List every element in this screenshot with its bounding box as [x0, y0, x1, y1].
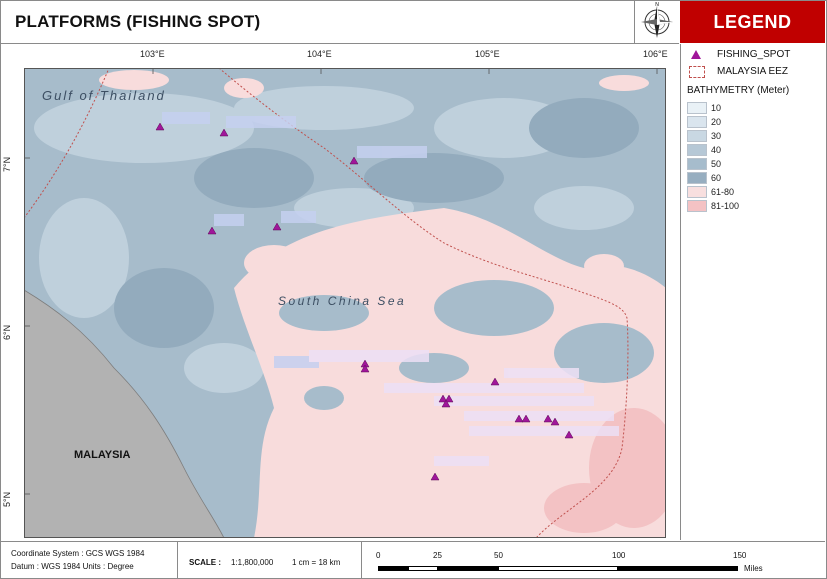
fishing-spot-marker[interactable] [543, 414, 553, 423]
bathymetry-swatch [687, 158, 707, 170]
fishing-spot-markers[interactable] [155, 122, 574, 481]
lon-label-103: 103°E [140, 49, 165, 59]
bathymetry-map[interactable] [24, 68, 666, 538]
lat-label-5: 5°N [2, 491, 12, 507]
legend-panel: FISHING_SPOT MALAYSIA EEZ BATHYMETRY (Me… [680, 44, 826, 540]
shallow-intrusions [279, 280, 654, 410]
map-border [24, 68, 666, 538]
malaysia-label: MALAYSIA [74, 449, 131, 461]
bathymetry-swatch [687, 102, 707, 114]
deepest-water [544, 408, 666, 533]
legend-fishing-spot-label: FISHING_SPOT [717, 49, 791, 60]
legend-heading: LEGEND [680, 1, 825, 43]
fishing-spot-marker[interactable] [155, 122, 165, 131]
bathymetry-class-label: 81-100 [711, 201, 740, 211]
bathymetry-swatch [687, 186, 707, 198]
scalebar-segment [408, 566, 438, 571]
scalebar-tick-0: 0 [376, 551, 381, 560]
fishing-spot-marker[interactable] [521, 414, 531, 423]
scalebar-segment [378, 566, 408, 571]
fishing-spot-marker[interactable] [444, 394, 454, 403]
bathymetry-class-label: 10 [711, 103, 722, 113]
fishing-spot-legend-icon [691, 50, 701, 59]
lon-label-104: 104°E [307, 49, 332, 59]
fishing-spot-marker[interactable] [430, 472, 440, 481]
gulf-of-thailand-label: Gulf of Thailand [42, 88, 166, 103]
scalebar-tick-150: 150 [733, 551, 747, 560]
map-title: PLATFORMS (FISHING SPOT) [15, 12, 261, 31]
fishing-spot-marker[interactable] [550, 417, 560, 426]
scalebar-segment [438, 566, 498, 571]
scalebar-tick-100: 100 [612, 551, 626, 560]
fishing-spot-marker[interactable] [207, 226, 217, 235]
footer-divider [361, 542, 362, 578]
svg-text:N: N [655, 2, 659, 8]
fishing-spot-marker[interactable] [219, 128, 229, 137]
bathymetry-class-label: 40 [711, 145, 722, 155]
north-arrow-icon: N [641, 2, 673, 38]
bathymetry-swatch [687, 116, 707, 128]
fishing-spot-marker[interactable] [514, 414, 524, 423]
legend-bathymetry-title: BATHYMETRY (Meter) [687, 85, 790, 96]
bathymetry-class-label: 60 [711, 173, 722, 183]
lon-label-105: 105°E [475, 49, 500, 59]
map-footer: Coordinate System : GCS WGS 1984 Datum :… [1, 541, 825, 578]
legend-eez-label: MALAYSIA EEZ [717, 66, 788, 77]
scalebar-tick-25: 25 [433, 551, 442, 560]
bathymetry-swatch [687, 200, 707, 212]
datum-units: Datum : WGS 1984 Units : Degree [11, 562, 134, 571]
eez-legend-icon [689, 66, 705, 78]
footer-divider [177, 542, 178, 578]
bathymetry-class-label: 61-80 [711, 187, 735, 197]
south-china-sea-label: South China Sea [278, 294, 407, 308]
fishing-spot-marker[interactable] [272, 222, 282, 231]
lon-label-106: 106°E [643, 49, 668, 59]
lat-label-6: 6°N [2, 324, 12, 340]
bathymetry-swatch [687, 130, 707, 142]
fishing-spot-marker[interactable] [360, 364, 370, 373]
bathymetry-swatch [687, 172, 707, 184]
scalebar-tick-50: 50 [494, 551, 503, 560]
scalebar-segment [498, 566, 618, 571]
bathymetry-mid-patches [114, 98, 639, 348]
title-bar: PLATFORMS (FISHING SPOT) [1, 1, 635, 44]
bathymetry-swatch [687, 144, 707, 156]
fishing-spot-marker[interactable] [490, 377, 500, 386]
scale-equivalent: 1 cm = 18 km [292, 558, 341, 567]
malaysia-eez-line [24, 68, 629, 538]
coordinate-system: Coordinate System : GCS WGS 1984 [11, 549, 145, 558]
bathymetry-class-label: 20 [711, 117, 722, 127]
scale-label: SCALE : [189, 558, 221, 567]
bathymetry-class-label: 30 [711, 131, 722, 141]
malaysia-land [24, 289, 225, 538]
bathymetry-class-label: 50 [711, 159, 722, 169]
scalebar-unit: Miles [744, 564, 763, 573]
compass-box: N [635, 1, 679, 44]
fishing-spot-marker[interactable] [564, 430, 574, 439]
lat-label-7: 7°N [2, 156, 12, 172]
platform-name-labels [162, 112, 619, 466]
fishing-spot-marker[interactable] [438, 394, 448, 403]
map-panel[interactable] [24, 68, 666, 543]
fishing-spot-marker[interactable] [349, 156, 359, 165]
scale-ratio: 1:1,800,000 [231, 558, 274, 567]
fishing-spot-marker[interactable] [441, 399, 451, 408]
scalebar-segment [618, 566, 738, 571]
